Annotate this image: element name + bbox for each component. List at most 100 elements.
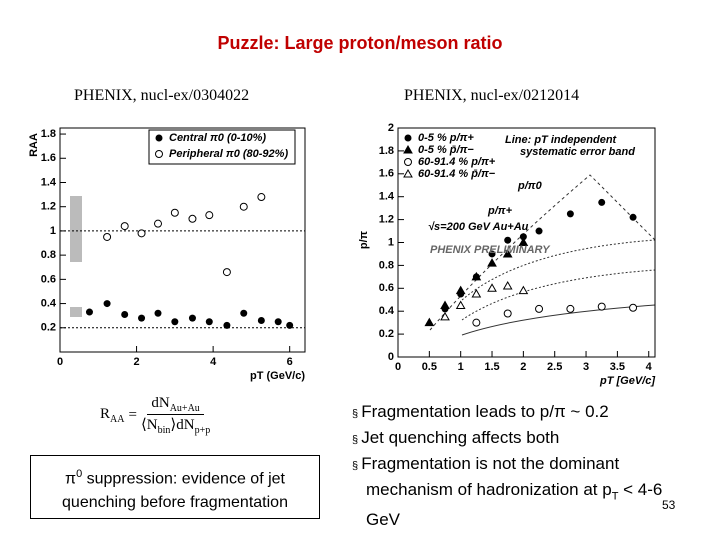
annotation: Line: pT independent xyxy=(505,134,618,146)
x-tick-label: 1.5 xyxy=(484,361,499,373)
source: PHENIX, nucl-ex/0304022 xyxy=(74,87,250,104)
y-tick-label: 0.2 xyxy=(379,328,394,340)
band-curve xyxy=(461,304,656,336)
point xyxy=(138,314,146,322)
point xyxy=(519,233,527,241)
legend-label: 0-5 % p/π+ xyxy=(418,132,474,144)
point xyxy=(535,227,543,235)
fraction: dNAu+Au ⟨Nbin⟩dNp+p xyxy=(141,395,210,436)
point xyxy=(597,302,606,311)
x-axis-label: pT [GeV/c] xyxy=(599,375,655,387)
y-tick-label: 0.2 xyxy=(41,322,56,334)
point xyxy=(535,304,544,313)
point xyxy=(188,314,196,322)
x-tick-label: 6 xyxy=(287,356,293,368)
y-tick-label: 1.4 xyxy=(379,191,395,203)
y-tick-label: 1.6 xyxy=(379,168,394,180)
point xyxy=(472,318,481,327)
y-tick-label: 0.8 xyxy=(41,249,56,261)
band-curve xyxy=(461,239,656,301)
x-tick-label: 2 xyxy=(520,361,526,373)
text: R xyxy=(100,406,111,422)
page-number: 53 xyxy=(662,498,676,512)
point xyxy=(188,214,197,223)
text: bin xyxy=(157,425,171,436)
y-tick-label: 1.2 xyxy=(41,201,56,213)
formula-lhs: RAA xyxy=(100,406,124,425)
bullet-text: Fragmentation is not the dominant mechan… xyxy=(361,454,620,499)
point xyxy=(154,309,162,317)
syst-band xyxy=(70,307,82,317)
point xyxy=(598,198,606,206)
formula: RAA = dNAu+Au ⟨Nbin⟩dNp+p xyxy=(100,395,210,436)
bullet-sub: T xyxy=(611,490,619,503)
point xyxy=(440,311,450,321)
point xyxy=(455,300,466,309)
point xyxy=(154,219,162,228)
slide-title: Puzzle: Large proton/meson ratio xyxy=(217,33,503,53)
x-axis-label: pT (GeV/c) xyxy=(250,370,305,382)
point xyxy=(455,285,466,295)
x-tick-label: 4 xyxy=(210,356,217,368)
annotation: √s=200 GeV Au+Au xyxy=(428,221,529,233)
bullet: § Jet quenching affects both xyxy=(352,426,687,452)
point xyxy=(502,248,513,258)
legend-label: Peripheral π0 (80-92%) xyxy=(169,148,288,160)
bullet-text: < 4-6 GeV xyxy=(366,480,663,530)
y-tick-label: 1.4 xyxy=(41,176,57,188)
text: p+p xyxy=(194,425,211,436)
legend-label: 0-5 % p̄/π− xyxy=(418,144,474,156)
legend-label: 60-91.4 % p̄/π− xyxy=(418,168,496,180)
bullet: § Fragmentation leads to p/π ~ 0.2 xyxy=(352,400,687,426)
point xyxy=(487,283,497,292)
bullet-mark: § xyxy=(352,408,362,420)
x-tick-label: 2.5 xyxy=(547,361,562,373)
point xyxy=(274,318,282,326)
point xyxy=(487,258,497,267)
x-tick-label: 3 xyxy=(583,361,589,373)
source: PHENIX, nucl-ex/0212014 xyxy=(404,87,580,104)
y-tick-label: 1.8 xyxy=(379,145,394,157)
y-tick-label: 1.2 xyxy=(379,214,394,226)
point xyxy=(518,237,529,246)
text: ⟩dN xyxy=(170,417,195,433)
x-tick-label: 1 xyxy=(458,361,464,373)
annotation: systematic error band xyxy=(520,146,635,158)
numerator: dNAu+Au xyxy=(147,395,204,415)
y-axis-label: RAA xyxy=(28,133,40,157)
y-tick-label: 1.8 xyxy=(41,128,56,140)
point xyxy=(629,303,638,312)
point xyxy=(171,318,179,326)
note-box: π0 suppression: evidence of jet quenchin… xyxy=(30,455,320,519)
bullet-text: Fragmentation leads to p/π ~ 0.2 xyxy=(361,402,609,421)
point xyxy=(488,250,496,258)
point xyxy=(257,193,266,202)
legend-marker xyxy=(404,134,412,142)
point xyxy=(566,304,575,313)
point xyxy=(440,300,450,309)
point xyxy=(503,309,512,318)
x-tick-label: 3.5 xyxy=(610,361,625,373)
point xyxy=(424,317,435,327)
point xyxy=(504,236,512,244)
point xyxy=(286,321,294,329)
bullet: § Fragmentation is not the dominant mech… xyxy=(352,452,687,532)
y-tick-label: 1.6 xyxy=(41,152,56,164)
point xyxy=(137,229,146,238)
text: suppression: evidence of jet quenching b… xyxy=(62,470,288,512)
y-tick-label: 0 xyxy=(388,351,394,363)
y-tick-label: 0.6 xyxy=(41,273,56,285)
legend-marker xyxy=(403,168,413,178)
legend-box xyxy=(148,129,296,165)
point xyxy=(205,211,214,220)
point xyxy=(566,210,574,218)
denominator: ⟨Nbin⟩dNp+p xyxy=(141,415,210,436)
bullet-list: § Fragmentation leads to p/π ~ 0.2 § Jet … xyxy=(352,400,687,532)
y-tick-label: 1 xyxy=(388,236,394,248)
point xyxy=(85,308,93,316)
text: AA xyxy=(110,414,125,425)
point xyxy=(223,321,231,329)
point xyxy=(629,213,637,221)
